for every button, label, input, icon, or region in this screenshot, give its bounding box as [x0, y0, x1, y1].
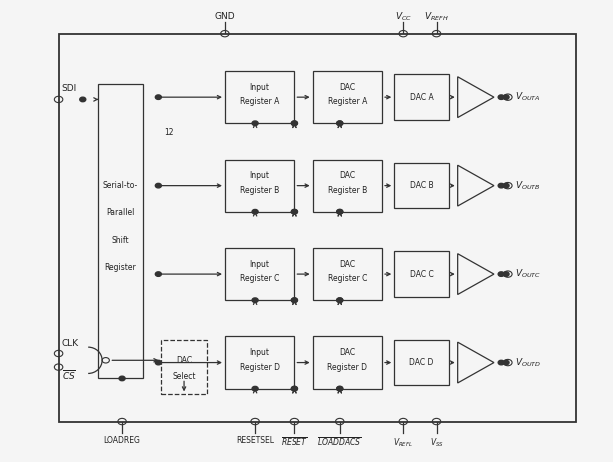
- Text: $\overline{CS}$: $\overline{CS}$: [62, 368, 75, 382]
- Circle shape: [291, 298, 297, 303]
- Text: Parallel: Parallel: [107, 208, 135, 217]
- Circle shape: [252, 386, 258, 391]
- Circle shape: [291, 386, 297, 391]
- Text: Register A: Register A: [240, 97, 280, 106]
- Circle shape: [155, 183, 161, 188]
- Circle shape: [498, 360, 504, 365]
- Text: CLK: CLK: [62, 339, 78, 348]
- Text: Input: Input: [249, 260, 270, 268]
- Circle shape: [252, 121, 258, 126]
- Text: DAC D: DAC D: [409, 358, 433, 367]
- Text: DAC: DAC: [339, 83, 356, 91]
- Circle shape: [291, 209, 297, 214]
- Circle shape: [291, 121, 297, 126]
- Bar: [394, 340, 449, 385]
- Circle shape: [337, 209, 343, 214]
- Circle shape: [337, 386, 343, 391]
- Bar: [394, 74, 449, 120]
- Text: $\overline{RESET}$: $\overline{RESET}$: [281, 436, 308, 448]
- Text: $V_{REFL}$: $V_{REFL}$: [393, 436, 413, 449]
- Text: $V_{OUTA}$: $V_{OUTA}$: [514, 91, 540, 103]
- Bar: [59, 34, 576, 421]
- Bar: [225, 336, 294, 389]
- Circle shape: [155, 272, 161, 276]
- Circle shape: [503, 360, 509, 365]
- Bar: [313, 248, 382, 300]
- Text: DAC: DAC: [339, 171, 356, 180]
- Circle shape: [503, 272, 509, 276]
- Bar: [394, 251, 449, 297]
- Circle shape: [337, 386, 343, 391]
- Text: Register C: Register C: [240, 274, 280, 283]
- Text: Input: Input: [249, 83, 270, 91]
- Circle shape: [291, 121, 297, 126]
- Text: Register D: Register D: [240, 363, 280, 371]
- Text: GND: GND: [215, 12, 235, 21]
- Circle shape: [503, 183, 509, 188]
- Circle shape: [291, 386, 297, 391]
- Bar: [313, 159, 382, 212]
- Text: SDI: SDI: [62, 84, 77, 92]
- Text: Serial-to-: Serial-to-: [103, 181, 138, 190]
- Text: Input: Input: [249, 348, 270, 357]
- Circle shape: [291, 209, 297, 214]
- Circle shape: [503, 95, 509, 99]
- Text: Register B: Register B: [240, 186, 280, 195]
- Circle shape: [498, 183, 504, 188]
- Bar: [98, 84, 143, 378]
- Bar: [225, 248, 294, 300]
- Text: Register B: Register B: [328, 186, 367, 195]
- Circle shape: [337, 298, 343, 303]
- Text: Register: Register: [105, 263, 137, 272]
- Text: $V_{SS}$: $V_{SS}$: [430, 436, 443, 449]
- Text: DAC A: DAC A: [409, 93, 433, 102]
- Text: $V_{OUTB}$: $V_{OUTB}$: [514, 179, 540, 192]
- Bar: [394, 163, 449, 208]
- Text: LOADREG: LOADREG: [104, 436, 140, 445]
- Circle shape: [119, 376, 125, 381]
- Circle shape: [498, 95, 504, 99]
- Circle shape: [80, 97, 86, 102]
- Circle shape: [498, 272, 504, 276]
- Text: $V_{CC}$: $V_{CC}$: [395, 10, 412, 23]
- Text: Select: Select: [172, 372, 196, 382]
- Text: Register C: Register C: [327, 274, 367, 283]
- Text: $V_{REFH}$: $V_{REFH}$: [424, 10, 449, 23]
- Bar: [313, 71, 382, 123]
- Text: Input: Input: [249, 171, 270, 180]
- Circle shape: [337, 298, 343, 303]
- Text: $V_{OUTD}$: $V_{OUTD}$: [514, 356, 541, 369]
- Circle shape: [337, 209, 343, 214]
- Text: $\overline{LOADDACS}$: $\overline{LOADDACS}$: [318, 436, 362, 448]
- Bar: [225, 159, 294, 212]
- Text: 12: 12: [164, 128, 174, 137]
- Text: Register A: Register A: [327, 97, 367, 106]
- Text: RESETSEL: RESETSEL: [236, 436, 274, 445]
- Circle shape: [252, 209, 258, 214]
- Text: $V_{OUTC}$: $V_{OUTC}$: [514, 268, 541, 280]
- Text: DAC: DAC: [339, 348, 356, 357]
- Bar: [225, 71, 294, 123]
- Text: DAC C: DAC C: [409, 270, 433, 279]
- Circle shape: [252, 298, 258, 303]
- Circle shape: [337, 121, 343, 126]
- Circle shape: [337, 121, 343, 126]
- Text: Register D: Register D: [327, 363, 367, 371]
- Bar: [161, 340, 207, 395]
- Bar: [313, 336, 382, 389]
- Text: DAC: DAC: [176, 356, 192, 365]
- Text: DAC B: DAC B: [409, 181, 433, 190]
- Text: Shift: Shift: [112, 236, 129, 244]
- Circle shape: [291, 298, 297, 303]
- Circle shape: [155, 360, 161, 365]
- Text: DAC: DAC: [339, 260, 356, 268]
- Circle shape: [155, 95, 161, 99]
